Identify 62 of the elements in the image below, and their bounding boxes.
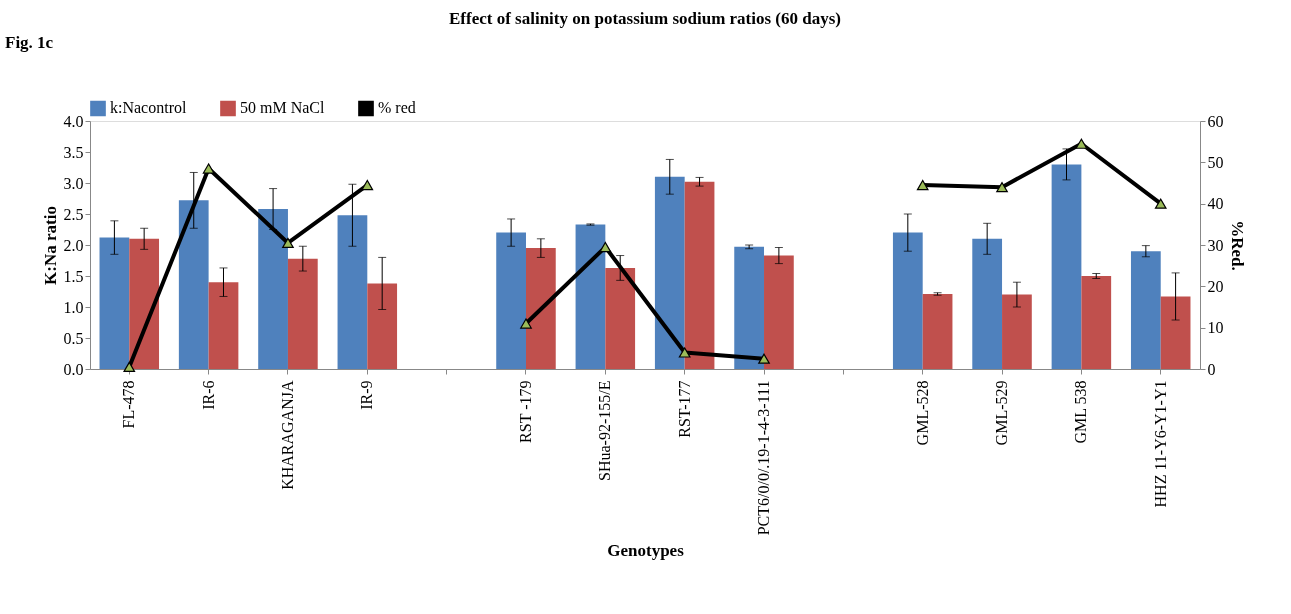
bar — [892, 232, 923, 369]
y2-tick-label: 50 — [1207, 153, 1224, 171]
caption: Fig. 1c — [5, 33, 54, 52]
bar — [208, 282, 239, 369]
bar — [764, 255, 794, 369]
bar — [129, 238, 160, 369]
y2-tick-label: 40 — [1207, 195, 1224, 213]
legend-label: 50 mM NaCl — [240, 99, 325, 117]
point — [361, 179, 374, 191]
bar — [367, 283, 398, 369]
x-tick-label: IR-9 — [358, 380, 376, 410]
bar — [1051, 164, 1082, 369]
y-tick-label: 3.0 — [63, 174, 84, 192]
y-tick-label: 4.0 — [63, 112, 84, 130]
bar — [922, 293, 953, 369]
y-tick-label: 1.5 — [63, 267, 84, 285]
bar — [178, 200, 209, 369]
x-tick-label: RST -179 — [516, 380, 534, 443]
x-tick-label: HHZ 11-Y6-Y1-Y1 — [1151, 380, 1169, 508]
x-tick-label: IR-6 — [199, 380, 217, 410]
bar — [287, 258, 318, 369]
x-tick-label: SHua-92-155/E — [596, 380, 614, 481]
y2-tick-label: 0 — [1207, 360, 1216, 378]
legend-label: % red — [378, 99, 416, 117]
y-tick-label: 0.0 — [63, 360, 84, 378]
bar — [337, 215, 368, 369]
bar — [1130, 251, 1161, 369]
point — [202, 163, 215, 174]
y-axis-title: K:Na ratio — [40, 206, 60, 285]
bar — [258, 209, 288, 369]
x-tick-label: GML 538 — [1072, 380, 1090, 444]
x-tick-label: KHARAGANJA — [278, 380, 296, 490]
point — [123, 361, 136, 373]
y-tick-label: 2.0 — [63, 236, 84, 254]
y2-tick-label: 60 — [1207, 112, 1224, 130]
bar — [99, 237, 130, 369]
y-tick-label: 3.5 — [63, 143, 84, 161]
y2-tick-label: 10 — [1207, 319, 1224, 337]
point — [1154, 198, 1167, 209]
x-tick-label: PCT6/0/0/.19-1-4-3-111 — [755, 380, 773, 536]
bar — [1002, 294, 1032, 369]
x-tick-label: FL-478 — [120, 380, 138, 429]
y-tick-label: 2.5 — [63, 205, 84, 223]
bar — [496, 232, 526, 369]
bar — [1081, 276, 1112, 369]
y2-tick-label: 30 — [1207, 236, 1224, 254]
point — [996, 181, 1008, 193]
x-tick-label: GML-528 — [913, 380, 931, 446]
x-tick-label: GML-529 — [993, 380, 1011, 446]
y-tick-label: 0.5 — [63, 329, 84, 347]
legend-label: k:Nacontrol — [110, 99, 187, 117]
point — [1075, 138, 1088, 149]
point — [916, 179, 929, 191]
y2-axis-title: %Red. — [1227, 220, 1247, 271]
x-tick-label: RST-177 — [675, 380, 693, 438]
x-axis-title: Genotypes — [607, 541, 685, 561]
chart-title: Effect of salinity on potassium sodium ratios (60 days) — [449, 9, 841, 28]
y-tick-label: 1.0 — [63, 298, 84, 316]
point — [282, 237, 294, 249]
bar — [972, 238, 1003, 369]
bar — [1160, 296, 1191, 369]
y2-tick-label: 20 — [1207, 277, 1224, 295]
